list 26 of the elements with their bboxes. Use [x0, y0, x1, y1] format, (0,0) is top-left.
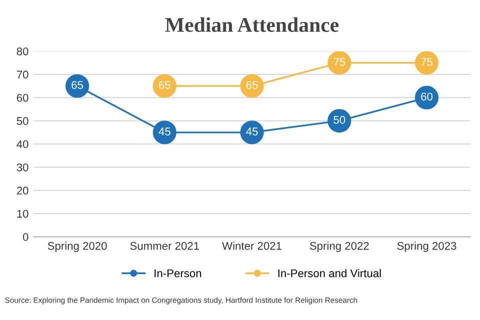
data-label: 45: [158, 128, 170, 136]
data-label: 65: [159, 81, 170, 89]
data-label: 75: [421, 58, 432, 66]
x-tick-label: Spring 2020: [48, 242, 107, 252]
legend-label: In-Person and Virtual: [278, 269, 381, 278]
x-tick-label: Spring 2022: [310, 242, 369, 252]
x-tick-label: Winter 2021: [222, 242, 282, 250]
y-tick-label: 20: [16, 186, 28, 195]
data-label: 50: [334, 116, 346, 124]
y-tick-label: 40: [16, 140, 28, 148]
y-tick-label: 30: [16, 163, 28, 172]
y-tick-label: 0: [22, 233, 28, 241]
y-tick-label: 60: [16, 94, 28, 102]
data-label: 75: [334, 58, 346, 66]
data-label: 65: [72, 81, 83, 89]
x-tick-label: Spring 2023: [397, 242, 456, 252]
y-tick-label: 50: [16, 117, 28, 125]
chart-title: Median Attendance: [165, 17, 339, 32]
data-label: 65: [246, 81, 258, 89]
legend-label: In-Person: [154, 269, 202, 278]
data-label: 60: [421, 92, 432, 101]
x-tick-label: Summer 2021: [130, 242, 199, 250]
y-tick-label: 10: [17, 210, 28, 218]
y-tick-label: 80: [16, 47, 28, 56]
y-tick-label: 70: [16, 70, 28, 79]
data-label: 45: [246, 128, 258, 136]
